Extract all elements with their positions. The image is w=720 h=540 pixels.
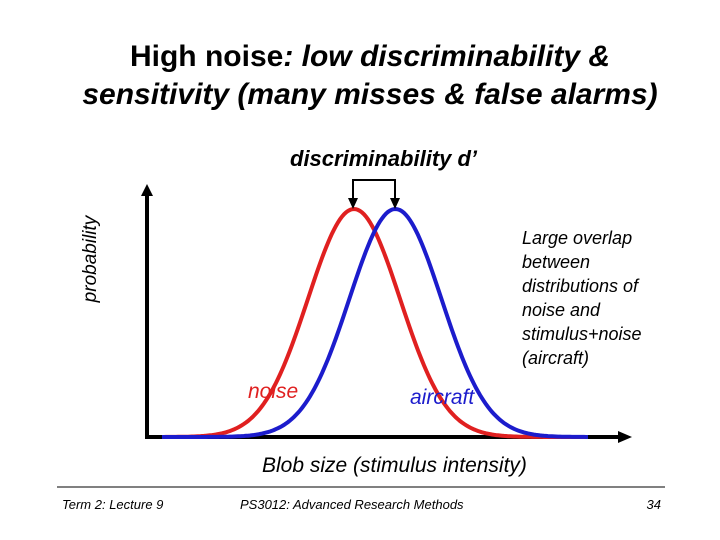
dprime-label: discriminability d’ (290, 146, 478, 171)
x-axis-arrowhead (618, 431, 632, 443)
slide-title: High noise: low discriminability & sensi… (60, 38, 680, 114)
title-part-italic: : low discriminability & sensitivity (ma… (82, 40, 658, 111)
dprime-arrow-left (348, 198, 358, 209)
x-axis-label: Blob size (stimulus intensity) (262, 454, 527, 477)
y-axis-arrowhead (141, 184, 153, 196)
dprime-arrow-right (390, 198, 400, 209)
aircraft-label: aircraft (410, 386, 475, 409)
noise-label: noise (248, 380, 299, 403)
footer-page-number: 34 (646, 497, 661, 512)
y-axis-label: probability (80, 215, 101, 303)
aircraft-distribution-curve (162, 206, 588, 439)
overlap-annotation: Large overlap between distributions of n… (522, 228, 642, 368)
footer-lecture: Term 2: Lecture 9 (62, 497, 164, 512)
dprime-bracket (352, 179, 396, 198)
footer-course: PS3012: Advanced Research Methods (240, 497, 464, 512)
title-part-upright: High noise (129, 40, 284, 73)
